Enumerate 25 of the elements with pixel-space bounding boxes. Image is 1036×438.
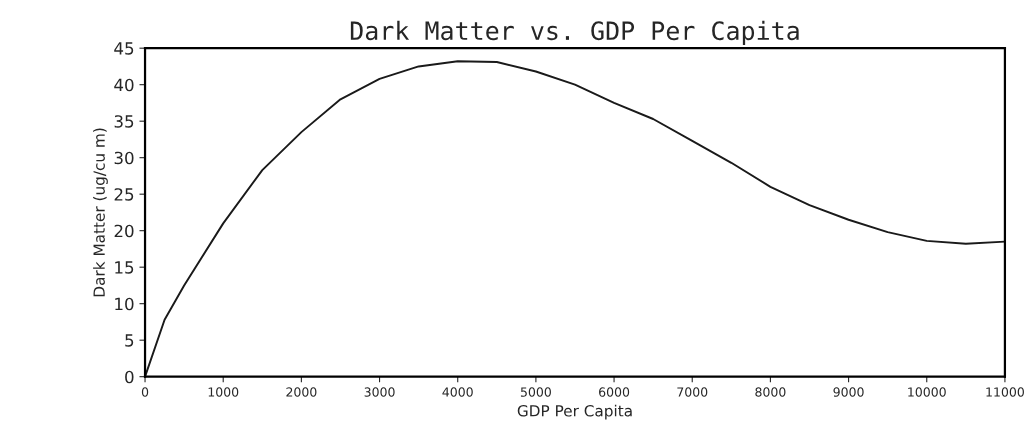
y-tick-label: 35 — [114, 115, 134, 128]
y-tick-label: 10 — [115, 297, 134, 311]
x-tick-label: 4000 — [442, 387, 473, 397]
x-tick-label: 3000 — [364, 387, 395, 397]
y-tick-label: 30 — [114, 151, 134, 165]
x-axis-title: GDP Per Capita — [517, 404, 632, 420]
y-tick-label: 40 — [114, 78, 134, 92]
x-tick-label: 0 — [141, 387, 149, 397]
x-tick-label: 5000 — [520, 387, 551, 397]
x-tick-label: 9000 — [833, 387, 864, 397]
y-tick-label: 5 — [125, 334, 134, 347]
x-tick-label: 1000 — [208, 387, 239, 397]
x-tick-label: 8000 — [755, 387, 786, 397]
chart-title: Dark Matter vs. GDP Per Capita — [350, 20, 799, 46]
y-tick-label: 20 — [114, 224, 134, 238]
y-tick-label: 0 — [125, 370, 134, 384]
y-axis-title: Dark Matter (ug/cu m) — [93, 128, 108, 297]
y-tick-label: 45 — [114, 42, 134, 55]
x-tick-label: 7000 — [677, 387, 708, 397]
x-tick-label: 2000 — [286, 387, 317, 397]
x-tick-label: 11000 — [986, 387, 1024, 397]
x-tick-label: 6000 — [599, 387, 630, 397]
y-tick-label: 15 — [115, 261, 134, 274]
y-tick-label: 25 — [114, 188, 134, 201]
x-tick-label: 10000 — [908, 387, 946, 397]
